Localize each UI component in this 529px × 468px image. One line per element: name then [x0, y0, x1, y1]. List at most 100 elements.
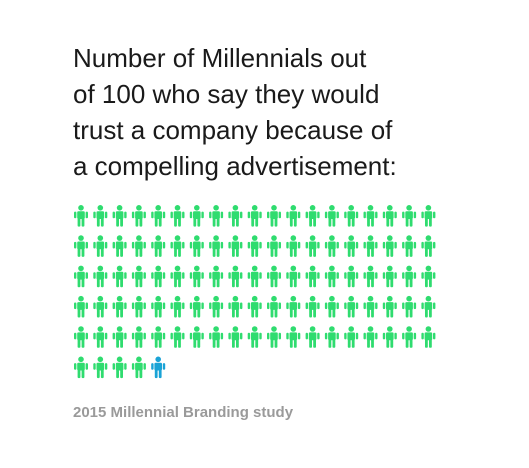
- person-icon: [267, 326, 281, 348]
- person-icon: [344, 205, 359, 227]
- person-icon: [363, 265, 378, 288]
- person-icon: [209, 326, 224, 348]
- person-icon: [151, 295, 166, 318]
- person-icon: [74, 295, 88, 318]
- person-icon: [189, 295, 204, 318]
- person-icon: [247, 235, 262, 257]
- person-icon: [344, 265, 359, 288]
- person-icon: [382, 265, 397, 288]
- person-icon: [305, 295, 320, 318]
- person-icon: [209, 235, 224, 257]
- person-icon: [93, 235, 108, 257]
- person-icon: [151, 326, 166, 348]
- title-line: trust a company because of: [73, 115, 393, 145]
- person-icon: [324, 235, 339, 257]
- person-icon: [402, 205, 417, 227]
- person-icon: [170, 265, 185, 288]
- person-icon: [209, 265, 224, 288]
- person-icon: [247, 265, 262, 288]
- person-icon: [267, 235, 281, 257]
- person-icon: [112, 235, 127, 257]
- person-icon: [74, 205, 88, 227]
- person-icon: [344, 326, 359, 348]
- person-icon: [421, 265, 436, 288]
- person-icon: [228, 265, 243, 288]
- source-note: 2015 Millennial Branding study: [73, 404, 294, 421]
- person-icon: [189, 326, 204, 348]
- person-icon: [267, 265, 281, 288]
- person-icon: [382, 326, 397, 348]
- person-icon: [324, 295, 339, 318]
- title-line: a compelling advertisement:: [73, 151, 397, 181]
- person-icon: [421, 295, 436, 318]
- person-icon: [112, 326, 127, 348]
- person-icon: [131, 356, 146, 379]
- person-icon: [305, 265, 320, 288]
- person-icon: [131, 326, 146, 348]
- person-icon: [286, 205, 301, 227]
- person-icon: [74, 265, 88, 288]
- person-icon: [112, 265, 127, 288]
- person-icon: [228, 235, 243, 257]
- person-icon: [112, 205, 127, 227]
- person-icon: [286, 265, 301, 288]
- person-icon: [363, 235, 378, 257]
- person-icon: [170, 235, 185, 257]
- person-icon: [402, 326, 417, 348]
- person-icon: [151, 205, 166, 227]
- chart-title: Number of Millennials out of 100 who say…: [73, 40, 513, 184]
- person-icon: [324, 265, 339, 288]
- person-icon: [402, 295, 417, 318]
- title-line: of 100 who say they would: [73, 79, 380, 109]
- person-icon: [93, 326, 108, 348]
- person-icon: [382, 205, 397, 227]
- person-icon: [170, 295, 185, 318]
- person-icon: [421, 326, 436, 348]
- person-icon: [74, 356, 88, 379]
- person-icon: [402, 265, 417, 288]
- person-icon: [131, 295, 146, 318]
- person-icon: [382, 295, 397, 318]
- person-icon: [363, 295, 378, 318]
- person-icon: [286, 235, 301, 257]
- person-icon: [402, 235, 417, 257]
- person-icon: [93, 205, 108, 227]
- person-icon: [93, 265, 108, 288]
- person-icon: [228, 326, 243, 348]
- person-icon: [74, 326, 88, 348]
- person-icon: [267, 205, 281, 227]
- person-icon: [421, 205, 436, 227]
- person-icon: [344, 295, 359, 318]
- person-icon: [305, 326, 320, 348]
- person-icon: [286, 326, 301, 348]
- person-icon: [131, 265, 146, 288]
- person-icon: [93, 356, 108, 379]
- person-icon: [112, 356, 127, 379]
- person-icon: [93, 295, 108, 318]
- person-icon: [305, 235, 320, 257]
- person-icon: [131, 235, 146, 257]
- person-icon: [189, 205, 204, 227]
- person-icon: [228, 205, 243, 227]
- person-icon: [363, 205, 378, 227]
- person-icon: [247, 295, 262, 318]
- person-icon: [324, 205, 339, 227]
- person-icon: [324, 326, 339, 348]
- person-icon: [74, 235, 88, 257]
- person-icon: [267, 295, 281, 318]
- person-icon: [189, 235, 204, 257]
- person-icon: [189, 265, 204, 288]
- person-icon: [151, 235, 166, 257]
- person-icon: [344, 235, 359, 257]
- title-line: Number of Millennials out: [73, 43, 367, 73]
- person-icon: [112, 295, 127, 318]
- person-icon: [209, 295, 224, 318]
- person-icon: [151, 265, 166, 288]
- person-icon: [247, 205, 262, 227]
- person-icon: [228, 295, 243, 318]
- person-icon-highlighted: [151, 356, 166, 379]
- person-icon: [382, 235, 397, 257]
- person-icon: [363, 326, 378, 348]
